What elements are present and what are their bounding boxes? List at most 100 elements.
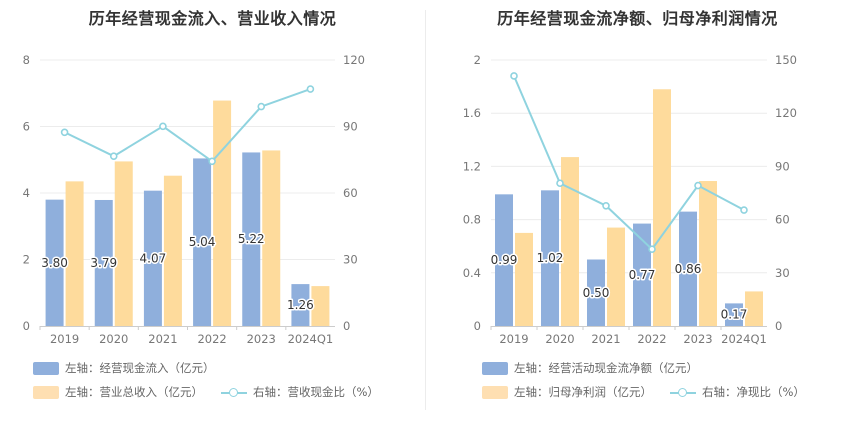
- bar-primary: [587, 259, 605, 326]
- bar-data-label: 3.80: [41, 256, 68, 270]
- y-right-tick-label: 0: [775, 319, 782, 333]
- y-left-tick-label: 0.8: [463, 213, 481, 227]
- legend-item-revenue-cash-ratio[interactable]: 右轴：营收现金比（%）: [221, 384, 379, 400]
- x-tick-label: 2020: [545, 332, 574, 346]
- ratio-point: [257, 102, 266, 111]
- legend-item-cash-inflow[interactable]: 左轴：经营现金流入（亿元）: [33, 360, 215, 376]
- legend-row-2: 左轴：营业总收入（亿元） 右轴：营收现金比（%）: [33, 384, 397, 400]
- legend-swatch: [33, 361, 59, 375]
- bar-secondary: [262, 150, 281, 326]
- ratio-point: [556, 179, 564, 188]
- bar-secondary: [114, 161, 133, 326]
- y-right-tick-label: 30: [343, 253, 358, 267]
- legend-item-net-operating-cash[interactable]: 左轴：经营活动现金流净额（亿元）: [482, 360, 698, 376]
- x-tick-label: 2021: [148, 332, 177, 346]
- bar-data-label: 1.02: [537, 251, 564, 265]
- bar-primary: [633, 223, 651, 326]
- legend-label: 左轴：经营活动现金流净额（亿元）: [514, 361, 698, 375]
- bar-data-label: 0.50: [583, 286, 610, 300]
- x-tick-label: 2022: [197, 332, 226, 346]
- bar-primary: [725, 303, 743, 326]
- bar-data-label: 4.07: [140, 251, 167, 265]
- bar-secondary: [163, 175, 182, 326]
- y-left-tick-label: 4: [23, 186, 30, 200]
- bar-secondary: [311, 286, 330, 326]
- ratio-point: [694, 181, 702, 190]
- bar-secondary: [653, 89, 671, 326]
- legend-row-1: 左轴：经营活动现金流净额（亿元）: [482, 360, 716, 376]
- x-tick-label: 2020: [99, 332, 128, 346]
- y-left-tick-label: 0: [474, 319, 481, 333]
- y-right-tick-label: 120: [343, 53, 365, 67]
- bar-data-label: 0.99: [491, 253, 518, 267]
- y-left-tick-label: 2: [474, 53, 481, 67]
- bar-primary: [143, 190, 162, 326]
- x-tick-label: 2021: [591, 332, 620, 346]
- bar-primary: [45, 199, 64, 326]
- bar-primary: [291, 284, 310, 326]
- ratio-point: [208, 157, 216, 166]
- legend-item-net-profit[interactable]: 左轴：归母净利润（亿元）: [482, 384, 652, 400]
- bar-primary: [94, 199, 113, 326]
- ratio-point: [306, 85, 315, 93]
- bar-primary: [193, 158, 212, 326]
- ratio-point: [159, 122, 167, 131]
- chart-title: 历年经营现金流净额、归母净利润情况: [497, 9, 778, 28]
- ratio-line: [64, 88, 311, 163]
- bar-primary: [679, 211, 697, 326]
- legend-swatch: [33, 385, 59, 399]
- bar-secondary: [213, 100, 232, 326]
- bar-data-label: 0.17: [721, 308, 748, 322]
- bar-secondary: [607, 227, 625, 326]
- legend-swatch: [482, 361, 508, 375]
- y-left-tick-label: 1.6: [463, 106, 481, 120]
- y-right-tick-label: 150: [775, 53, 797, 67]
- bar-primary: [541, 190, 559, 326]
- x-tick-label: 2024Q1: [721, 332, 767, 346]
- y-right-tick-label: 60: [343, 186, 358, 200]
- legend-item-net-cash-ratio[interactable]: 右轴：净现比（%）: [670, 384, 805, 400]
- y-right-tick-label: 90: [775, 159, 790, 173]
- y-right-tick-label: 60: [775, 213, 790, 227]
- y-right-tick-label: 120: [775, 106, 797, 120]
- y-right-tick-label: 0: [343, 319, 350, 333]
- bar-data-label: 5.04: [189, 235, 216, 249]
- bar-secondary: [65, 181, 84, 326]
- bar-data-label: 1.26: [287, 298, 314, 312]
- x-tick-label: 2023: [247, 332, 276, 346]
- legend-item-revenue[interactable]: 左轴：营业总收入（亿元）: [33, 384, 203, 400]
- y-left-tick-label: 2: [23, 253, 30, 267]
- chart-plot: 0 2 4 6 8 0 30 60 90 120 2019 2020 2021 2022 2023 2024Q…: [23, 53, 365, 346]
- bar-secondary: [699, 181, 717, 326]
- ratio-point: [648, 245, 656, 254]
- chart-panel-cash-inflow: 历年经营现金流入、营业收入情况 0 2 4 6 8 0 30 60 90 120 2019 2020 2…: [23, 9, 397, 400]
- ratio-point: [109, 152, 118, 161]
- x-tick-label: 2024Q1: [288, 332, 334, 346]
- chart-title: 历年经营现金流入、营业收入情况: [88, 9, 337, 28]
- legend-label: 左轴：归母净利润（亿元）: [514, 385, 652, 399]
- bar-data-label: 0.86: [675, 262, 702, 276]
- y-left-tick-label: 1.2: [463, 159, 481, 173]
- bar-primary: [495, 194, 513, 326]
- ratio-point: [740, 206, 748, 214]
- x-tick-label: 2019: [50, 332, 79, 346]
- x-tick-label: 2023: [683, 332, 712, 346]
- y-left-tick-label: 0: [23, 319, 30, 333]
- bar-secondary: [745, 291, 763, 326]
- bar-secondary: [561, 157, 579, 326]
- panel-divider: [425, 10, 426, 410]
- bar-secondary: [515, 232, 533, 326]
- y-left-tick-label: 0.4: [463, 266, 481, 280]
- legend-label: 右轴：净现比（%）: [702, 385, 805, 399]
- legend-row-1: 左轴：经营现金流入（亿元）: [33, 360, 233, 376]
- y-right-tick-label: 90: [343, 120, 358, 134]
- ratio-point: [60, 128, 69, 137]
- bar-primary: [242, 152, 261, 326]
- chart-plot: 0 0.4 0.8 1.2 1.6 2 0 30 60 90 120 150 2019 2020 2021 2…: [463, 53, 797, 346]
- y-left-tick-label: 6: [23, 120, 30, 134]
- chart-panel-net-cash: 历年经营现金流净额、归母净利润情况 0 0.4 0.8 1.2 1.6 2 0 30 60 90 1…: [425, 0, 850, 437]
- legend-label: 右轴：营收现金比（%）: [253, 385, 379, 399]
- y-right-tick-label: 30: [775, 266, 790, 280]
- ratio-point: [602, 201, 610, 210]
- bar-data-label: 5.22: [238, 232, 265, 246]
